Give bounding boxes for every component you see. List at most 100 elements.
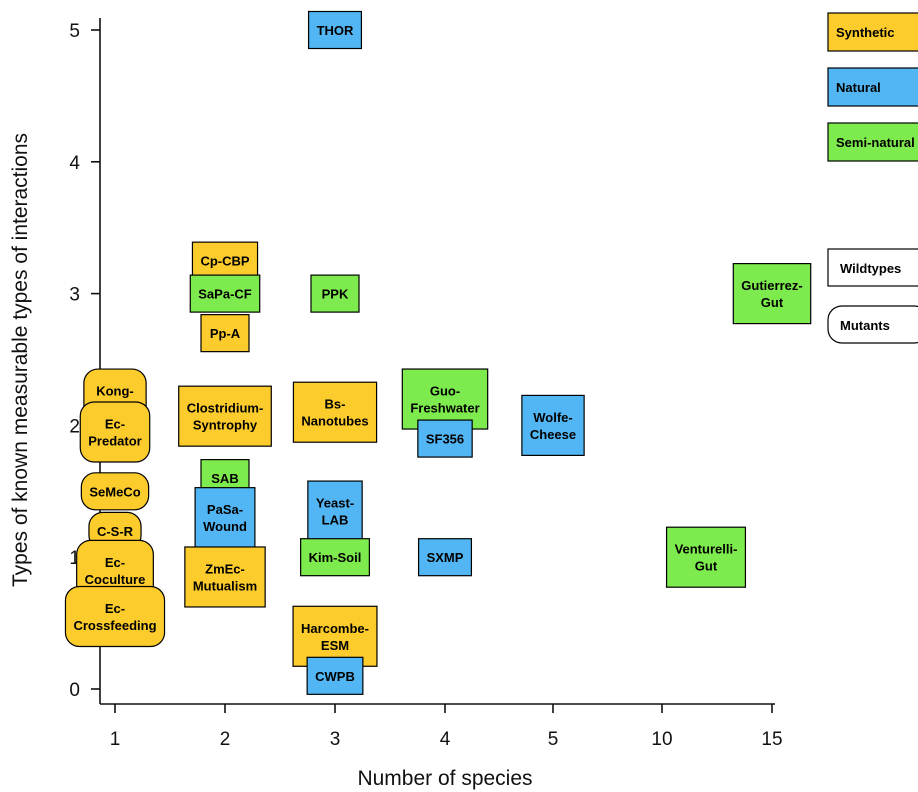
community-ec-predator: Ec- Predator [79, 401, 151, 463]
community-box [665, 526, 747, 588]
legend-item-mutants: Mutants [827, 305, 918, 344]
community-box [292, 381, 378, 443]
community-label: Ec- [105, 601, 125, 616]
community-label: SAB [211, 471, 238, 486]
community-kim-soil: Kim-Soil [300, 538, 370, 577]
community-label: SaPa-CF [198, 287, 252, 302]
community-venturelli-gut: Venturelli- Gut [665, 526, 747, 588]
community-box [310, 274, 360, 313]
community-label: SXMP [427, 550, 464, 565]
community-label: Nanotubes [301, 414, 368, 429]
community-cwpb: CWPB [306, 656, 364, 695]
community-box [306, 656, 364, 695]
community-label: Mutualism [193, 578, 257, 593]
community-semeco: SeMeCo [80, 472, 150, 511]
community-box [417, 419, 473, 458]
community-label: Predator [88, 433, 141, 448]
community-clostridium-syntrophy: Clostridium- Syntrophy [178, 385, 272, 447]
community-pp-a: Pp-A [200, 314, 250, 353]
legend-item-wildtypes: Wildtypes [827, 248, 918, 287]
community-label: Wolfe- [533, 410, 572, 425]
x-tick-label: 5 [548, 729, 559, 750]
community-box [307, 480, 363, 542]
community-thor: THOR [307, 10, 363, 50]
community-label: Gut [761, 295, 784, 310]
community-box [178, 385, 272, 447]
y-axis-title: Types of known measurable types of inter… [9, 133, 32, 587]
community-label: THOR [317, 23, 354, 38]
community-sxmp: SXMP [417, 538, 473, 577]
community-cp-cbp: Cp-CBP [191, 241, 259, 280]
community-label: Bs- [325, 397, 346, 412]
x-tick-label: 4 [440, 729, 451, 750]
community-box [521, 394, 585, 456]
community-label: Clostridium- [187, 401, 264, 416]
x-tick-label: 1 [110, 729, 121, 750]
legend-swatch [827, 67, 918, 107]
x-tick-label: 10 [651, 729, 672, 750]
community-pasa-wound: PaSa- Wound [194, 487, 256, 549]
community-label: C-S-R [97, 524, 134, 539]
legend-item-semi-natural: Semi-natural [827, 122, 918, 162]
y-tick-label: 2 [69, 416, 80, 437]
community-label: Yeast- [316, 496, 354, 511]
legend-label: Semi-natural [836, 135, 915, 150]
community-label: Ec- [105, 416, 125, 431]
community-label: Crossfeeding [73, 618, 156, 633]
community-label: Wound [203, 519, 247, 534]
community-label: PaSa- [207, 502, 243, 517]
community-label: Coculture [85, 572, 146, 587]
community-label: Ec- [105, 555, 125, 570]
community-label: Cp-CBP [200, 254, 249, 269]
community-ec-coculture: Ec- Coculture [76, 539, 154, 601]
legend: Synthetic Natural Semi-natural Wildtypes Mut… [827, 12, 918, 344]
community-label: Cheese [530, 427, 576, 442]
community-label: PPK [322, 287, 349, 302]
legend-label: Mutants [840, 318, 890, 333]
community-box [732, 263, 812, 325]
x-tick-label: 15 [761, 729, 782, 750]
legend-swatch [827, 12, 918, 52]
community-label: LAB [322, 513, 349, 528]
community-label: SeMeCo [89, 484, 140, 499]
legend-swatch [827, 248, 918, 287]
community-box [307, 10, 363, 50]
community-zmec-mutualism: ZmEc- Mutualism [184, 546, 266, 608]
community-label: Venturelli- [675, 542, 738, 557]
community-box [79, 401, 151, 463]
community-label: Pp-A [210, 326, 241, 341]
community-box [194, 487, 256, 549]
community-label: Freshwater [410, 401, 479, 416]
community-label: Gutierrez- [741, 278, 802, 293]
y-tick-label: 1 [69, 548, 80, 569]
community-wolfe-cheese: Wolfe- Cheese [521, 394, 585, 456]
community-ec-crossfeeding: Ec- Crossfeeding [64, 585, 166, 648]
community-bs-nanotubes: Bs- Nanotubes [292, 381, 378, 443]
y-tick-label: 3 [69, 285, 80, 306]
x-tick-label: 3 [330, 729, 341, 750]
legend-swatch [827, 122, 918, 162]
community-box [80, 472, 150, 511]
community-box [64, 585, 166, 648]
x-ticks: 1 2 3 4 5 10 15 [110, 704, 783, 750]
community-guo-freshwater: Guo- Freshwater [401, 368, 489, 430]
community-box [189, 274, 261, 313]
legend-item-natural: Natural [827, 67, 918, 107]
legend-label: Synthetic [836, 25, 895, 40]
community-label: Syntrophy [193, 418, 258, 433]
y-tick-label: 5 [69, 21, 80, 42]
legend-label: Wildtypes [840, 261, 901, 276]
community-sapa-cf: SaPa-CF [189, 274, 261, 313]
y-tick-label: 4 [69, 153, 80, 174]
x-tick-label: 2 [220, 729, 231, 750]
legend-item-synthetic: Synthetic [827, 12, 918, 52]
community-label: SF356 [426, 432, 464, 447]
community-ppk: PPK [310, 274, 360, 313]
community-box [401, 368, 489, 430]
community-yeast-lab: Yeast- LAB [307, 480, 363, 542]
community-label: Guo- [430, 384, 460, 399]
community-box [184, 546, 266, 608]
community-label: Kim-Soil [309, 550, 362, 565]
community-boxes: THOR Cp-CBP SaPa-CF Pp-A PPK Gutierrez- Gut Kon… [64, 10, 812, 695]
